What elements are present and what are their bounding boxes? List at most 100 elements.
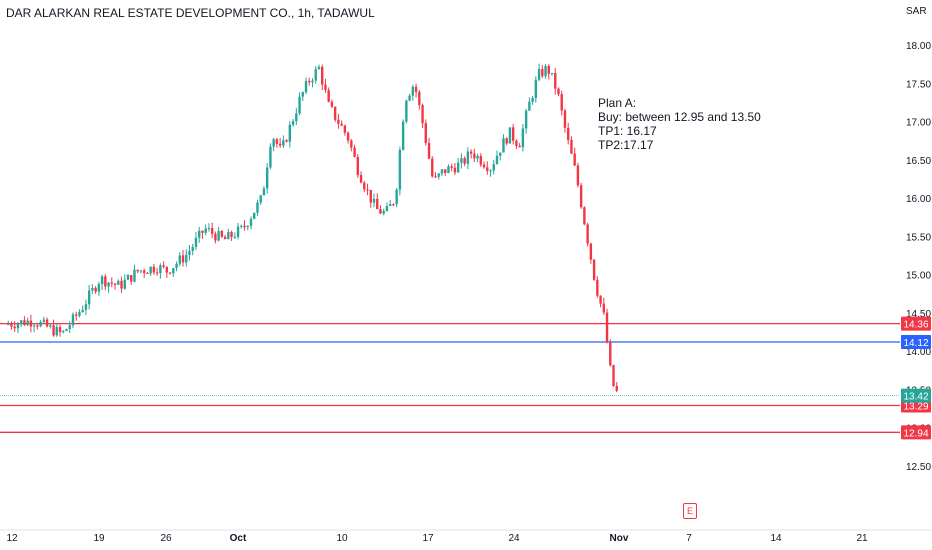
candle-body: [599, 295, 602, 304]
candle-body: [204, 228, 207, 233]
candle-body: [168, 272, 172, 274]
candle-body: [10, 324, 13, 327]
candle-body: [382, 210, 385, 214]
candle-body: [126, 275, 130, 280]
candle-body: [13, 326, 16, 329]
candle-body: [65, 329, 68, 331]
candle-body: [437, 173, 440, 177]
x-tick-label: 10: [336, 533, 348, 544]
y-tick-label: 18.00: [906, 41, 931, 52]
candle-body: [557, 88, 560, 95]
candle-body: [482, 164, 486, 168]
x-tick-label: 26: [160, 533, 172, 544]
candle-body: [505, 138, 508, 144]
candle-body: [253, 212, 256, 219]
candle-body: [214, 233, 217, 241]
candle-body: [78, 311, 81, 316]
candle-body: [440, 169, 444, 174]
candle-body: [359, 174, 363, 183]
candle-body: [612, 365, 615, 386]
candle-body: [563, 110, 567, 128]
candle-body: [421, 105, 424, 124]
candle-body: [414, 86, 418, 93]
candle-body: [450, 166, 453, 168]
candle-body: [62, 330, 65, 333]
plan-heading: Plan A:: [598, 96, 637, 110]
candle-body: [388, 204, 392, 207]
candle-body: [165, 266, 169, 273]
x-tick-label: 7: [686, 533, 692, 544]
candle-body: [398, 149, 402, 190]
candle-body: [317, 66, 321, 70]
candle-body: [81, 309, 84, 312]
candle-body: [372, 198, 376, 203]
candle-body: [343, 125, 347, 133]
candle-body: [207, 228, 211, 230]
candle-body: [554, 73, 557, 89]
candle-body: [236, 226, 240, 237]
candle-body: [152, 266, 156, 273]
candle-body: [531, 97, 534, 102]
y-tick-label: 14.50: [906, 309, 931, 320]
earnings-marker[interactable]: E: [683, 503, 697, 519]
level-price-badge: [901, 334, 931, 349]
candle-body: [23, 320, 26, 326]
candle-body: [314, 69, 317, 81]
level-price-badge-label: 12.94: [903, 428, 928, 439]
candle-body: [479, 155, 483, 165]
candle-body: [324, 84, 327, 91]
x-tick-label: Nov: [610, 533, 629, 544]
candle-body: [159, 265, 162, 274]
candle-body: [511, 127, 515, 141]
candle-body: [356, 156, 360, 175]
candle-body: [570, 139, 573, 154]
candle-body: [133, 269, 136, 282]
candle-body: [473, 153, 476, 159]
candle-body: [492, 164, 495, 171]
candle-body: [605, 312, 609, 343]
candle-body: [220, 230, 224, 237]
candle-body: [91, 287, 94, 291]
candle-body: [178, 255, 181, 264]
candle-body: [463, 158, 466, 164]
candle-body: [45, 319, 49, 327]
chart-title: DAR ALARKAN REAL ESTATE DEVELOPMENT CO.,…: [6, 6, 375, 20]
candle-body: [240, 225, 243, 227]
candle-body: [395, 189, 398, 205]
candle-body: [476, 155, 479, 159]
candle-body: [162, 265, 165, 267]
candle-body: [188, 250, 191, 255]
candle-body: [191, 246, 194, 251]
candle-body: [87, 290, 91, 305]
candle-body: [227, 231, 230, 240]
candle-body: [579, 185, 583, 208]
candle-body: [321, 66, 324, 85]
candle-body: [366, 189, 369, 191]
candle-body: [353, 147, 356, 157]
plan-tp2: TP2:17.17: [598, 138, 654, 152]
y-tick-label: 16.50: [906, 156, 931, 167]
candle-body: [456, 162, 460, 173]
candle-body: [97, 284, 101, 292]
plan-buy-range: Buy: between 12.95 and 13.50: [598, 110, 761, 124]
candle-body: [71, 314, 75, 326]
candle-body: [16, 323, 20, 329]
candle-body: [256, 202, 259, 213]
price-axis[interactable]: [900, 0, 932, 530]
candle-body: [337, 119, 340, 124]
candle-body: [447, 166, 450, 174]
candle-body: [508, 127, 512, 144]
candle-body: [285, 140, 288, 142]
candle-body: [515, 140, 518, 146]
candle-body: [453, 167, 457, 173]
candle-body: [110, 282, 114, 284]
candle-body: [100, 276, 104, 285]
x-tick-label: 17: [422, 533, 434, 544]
candle-body: [7, 324, 10, 326]
candle-body: [330, 101, 334, 107]
candle-body: [223, 236, 227, 240]
candle-body: [291, 121, 295, 125]
x-tick-label: Oct: [230, 533, 247, 544]
candle-body: [537, 69, 541, 80]
